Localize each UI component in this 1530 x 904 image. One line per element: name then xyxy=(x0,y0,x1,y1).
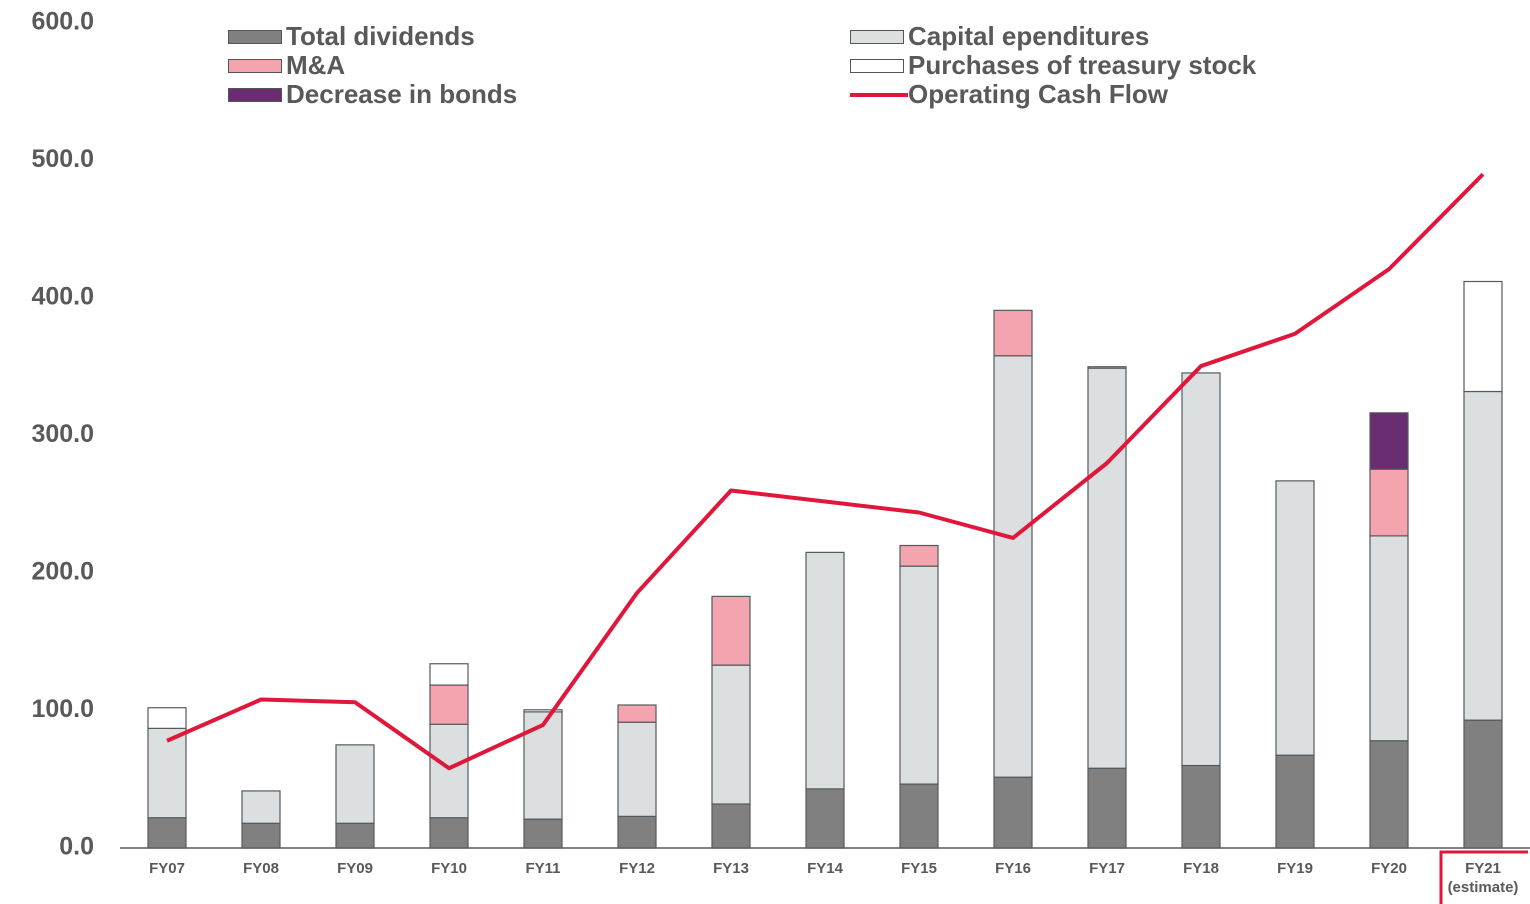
bar-segment xyxy=(1087,767,1127,849)
legend-label: Decrease in bonds xyxy=(286,79,518,109)
legend-label: Capital ependitures xyxy=(908,21,1150,51)
legend-swatch xyxy=(850,92,908,97)
bar-segment xyxy=(617,704,657,723)
legend-item: Purchases of treasury stock xyxy=(850,50,1257,80)
estimate-bracket xyxy=(1439,850,1528,904)
y-tick-label: 0.0 xyxy=(59,833,94,861)
x-tick-label: FY18 xyxy=(1183,860,1219,877)
y-tick-label: 200.0 xyxy=(31,558,94,586)
bar-segment xyxy=(1463,390,1503,721)
bar-segment xyxy=(429,684,469,725)
bar-segment xyxy=(1275,754,1315,849)
legend-item: Decrease in bonds xyxy=(228,79,850,109)
y-tick-label: 300.0 xyxy=(31,420,94,448)
bar-segment xyxy=(241,790,281,824)
bar-segment xyxy=(429,663,469,686)
bar-segment xyxy=(1369,740,1409,849)
legend-label: Total dividends xyxy=(286,21,475,51)
x-tick-label: FY09 xyxy=(337,860,373,877)
x-tick-label: FY11 xyxy=(525,860,561,877)
bar-segment xyxy=(1369,412,1409,470)
x-tick-label: FY14 xyxy=(807,860,843,877)
bar-segment xyxy=(805,788,845,849)
legend-item: Capital ependitures xyxy=(850,21,1256,51)
bar-segment xyxy=(1463,719,1503,849)
x-tick-label: FY21 (estimate) xyxy=(1447,860,1519,896)
line-series xyxy=(166,172,1485,771)
bar-segment xyxy=(993,776,1033,849)
legend-swatch xyxy=(228,87,282,102)
legend-item: Operating Cash Flow xyxy=(850,79,1256,109)
legend-item: M&A xyxy=(228,50,850,80)
legend-swatch xyxy=(850,58,904,73)
bar-segment xyxy=(617,721,657,817)
legend-swatch xyxy=(850,29,904,44)
y-tick-label: 500.0 xyxy=(31,145,94,173)
bar-segment xyxy=(335,744,375,824)
bar-segment xyxy=(993,355,1033,778)
bar-segment xyxy=(1463,280,1503,393)
bar-segment xyxy=(1087,367,1127,769)
legend-label: M&A xyxy=(286,50,346,80)
bar-segment xyxy=(1369,535,1409,742)
bar-segment xyxy=(993,309,1033,357)
x-tick-label: FY16 xyxy=(995,860,1031,877)
bar-segment xyxy=(899,783,939,849)
x-tick-label: FY10 xyxy=(431,860,467,877)
bar-segment xyxy=(1369,468,1409,537)
bar-segment xyxy=(1181,764,1221,849)
x-tick-label: FY08 xyxy=(243,860,279,877)
y-tick-label: 400.0 xyxy=(31,283,94,311)
bar-segment xyxy=(1087,366,1127,369)
bar-segment xyxy=(147,727,187,819)
bar-segment xyxy=(429,817,469,849)
legend-item: Total dividends xyxy=(228,21,850,51)
y-tick-label: 100.0 xyxy=(31,695,94,723)
bar-segment xyxy=(523,711,563,820)
bar-segment xyxy=(711,664,751,805)
bar-segment xyxy=(1181,372,1221,767)
x-tick-label: FY17 xyxy=(1089,860,1125,877)
legend: Total dividends Capital ependitures M&A Pur… xyxy=(228,21,1257,109)
bar-segment xyxy=(523,818,563,849)
legend-label: Purchases of treasury stock xyxy=(908,50,1257,80)
bar-segment xyxy=(711,803,751,849)
bar-segment xyxy=(147,707,187,729)
bar-segment xyxy=(429,723,469,819)
legend-swatch xyxy=(228,58,282,73)
bar-segment xyxy=(899,565,939,785)
legend-label: Operating Cash Flow xyxy=(908,79,1169,109)
bar-segment xyxy=(147,817,187,849)
x-tick-label: FY20 xyxy=(1371,860,1407,877)
y-tick-label: 600.0 xyxy=(31,8,94,36)
x-tick-label: FY07 xyxy=(149,860,185,877)
bar-segment xyxy=(617,815,657,849)
x-tick-label: FY19 xyxy=(1277,860,1313,877)
x-tick-label: FY15 xyxy=(901,860,937,877)
bar-segment xyxy=(711,595,751,666)
bar-segment xyxy=(335,822,375,849)
bar-segment xyxy=(241,822,281,849)
x-tick-label: FY12 xyxy=(619,860,655,877)
legend-swatch xyxy=(228,29,282,44)
bar-segment xyxy=(523,709,563,713)
x-tick-label: FY13 xyxy=(713,860,749,877)
bar-segment xyxy=(805,551,845,790)
bar-segment xyxy=(899,544,939,567)
bar-segment xyxy=(1275,480,1315,756)
